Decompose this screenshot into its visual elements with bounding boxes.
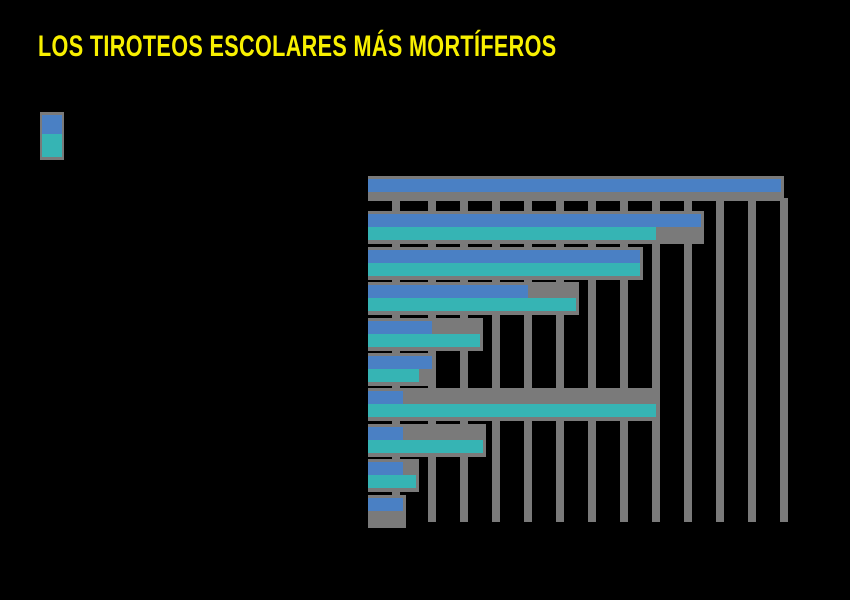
bar-series-0 <box>368 285 528 299</box>
row-separator <box>368 418 659 422</box>
gridline <box>684 198 692 522</box>
row-separator <box>368 347 483 351</box>
bar-series-0 <box>368 179 781 192</box>
row-separator <box>368 198 784 201</box>
gridline <box>716 198 724 522</box>
bar-series-0 <box>368 497 404 511</box>
bar-series-1 <box>368 439 484 453</box>
bar-series-1 <box>368 298 576 312</box>
bar-series-0 <box>368 214 701 228</box>
legend-swatch-series-0 <box>42 115 62 134</box>
gridline <box>652 198 660 522</box>
gridline <box>748 198 756 522</box>
gridline <box>780 198 788 522</box>
bar-series-1 <box>368 475 416 489</box>
bar-series-0 <box>368 426 404 440</box>
chart-title: LOS TIROTEOS ESCOLARES MÁS MORTÍFEROS <box>38 30 557 63</box>
bar-series-0 <box>368 249 640 263</box>
row-separator <box>368 312 579 316</box>
row-separator <box>368 276 643 280</box>
bar-series-0 <box>368 320 432 334</box>
bar-chart-plot <box>368 170 788 528</box>
legend-swatch-series-1 <box>42 134 62 157</box>
bar-series-1 <box>368 262 640 276</box>
legend <box>40 112 64 160</box>
gridline <box>556 198 564 522</box>
gridline <box>588 198 596 522</box>
row-separator <box>368 383 435 386</box>
gridline <box>620 198 628 522</box>
bar-series-0 <box>368 356 432 369</box>
bar-series-0 <box>368 391 404 405</box>
gridline <box>492 198 500 522</box>
bar-series-1 <box>368 333 480 347</box>
row-separator <box>368 241 704 245</box>
bar-series-1 <box>368 404 656 418</box>
row-separator <box>368 489 419 493</box>
row-separator <box>368 453 487 457</box>
gridline <box>460 198 468 522</box>
bar-series-1 <box>368 369 420 382</box>
gridline <box>524 198 532 522</box>
bar-series-0 <box>368 462 404 476</box>
bar-series-1 <box>368 227 656 241</box>
row-separator <box>368 524 407 528</box>
